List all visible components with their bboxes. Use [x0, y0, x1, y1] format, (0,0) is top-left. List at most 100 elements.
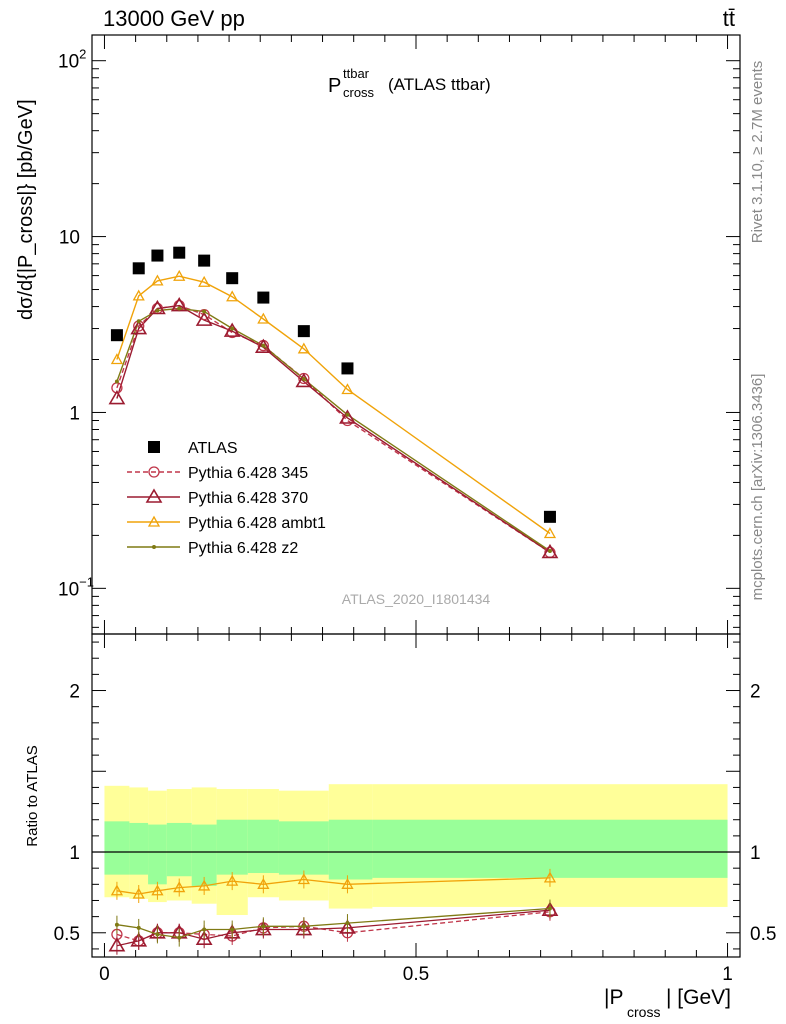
marker-atlas [257, 291, 270, 304]
marker-pythia-6-428-z2 [230, 326, 235, 331]
ratio-marker-pythia-6-428-ambt1 [543, 871, 557, 883]
x-tick-label: 1 [722, 964, 733, 985]
uncertainty-band-stat [278, 821, 329, 875]
x-tick-label: 0 [99, 964, 110, 985]
y-axis-label: dσ/d{|P_cross|} [pb/GeV] [15, 99, 37, 320]
y-tick-label: 10−1 [58, 574, 94, 600]
marker-atlas [543, 510, 556, 523]
marker-pythia-6-428-370 [170, 297, 188, 312]
ratio-marker-pythia-6-428-ambt1 [198, 879, 211, 891]
ratio-y-tick-label-left: 2 [69, 682, 80, 703]
header-energy-label: 13000 GeV pp [103, 6, 245, 31]
marker-pythia-6-428-ambt1 [173, 269, 186, 281]
marker-pythia-6-428-ambt1 [132, 289, 145, 301]
ratio-marker-pythia-6-428-370 [339, 919, 356, 934]
line-pythia-6-428-ambt1 [116, 275, 551, 535]
ratio-marker-pythia-6-428-z2 [202, 927, 207, 932]
chart-title-subscript: cross [343, 85, 375, 100]
legend-pythia-6-428-345-label: Pythia 6.428 345 [188, 465, 308, 482]
marker-pythia-6-428-370 [541, 543, 559, 559]
ratio-marker-pythia-6-428-ambt1 [173, 881, 186, 893]
legend-atlas-label: ATLAS [188, 440, 238, 457]
y-tick-label: 1 [69, 403, 80, 424]
line-pythia-6-428-z2 [116, 307, 551, 552]
marker-pythia-6-428-z2 [155, 308, 160, 313]
ratio-marker-pythia-6-428-z2 [114, 922, 119, 927]
ratio-line-pythia-6-428-z2 [116, 907, 551, 939]
ratio-marker-pythia-6-428-z2 [261, 924, 266, 929]
ratio-marker-pythia-6-428-z2 [547, 906, 552, 911]
marker-atlas [110, 329, 123, 342]
ratio-marker-pythia-6-428-ambt1 [341, 877, 354, 889]
y-tick-label: 102 [58, 47, 86, 73]
ratio-marker-pythia-6-428-ambt1 [132, 887, 145, 899]
ratio-marker-pythia-6-428-370 [130, 932, 148, 947]
marker-atlas [198, 254, 211, 267]
uncertainty-band-stat [148, 824, 167, 885]
line-pythia-6-428-345 [116, 304, 551, 553]
ratio-y-tick-label-right: 2 [750, 682, 761, 703]
legend-pythia-6-428-370-label: Pythia 6.428 370 [188, 490, 308, 507]
ratio-line-pythia-6-428-370 [116, 909, 551, 947]
marker-atlas [341, 362, 354, 375]
ratio-y-tick-label-left: 1 [69, 843, 80, 864]
legend-pythia-6-428-z2-label: Pythia 6.428 z2 [188, 540, 298, 557]
marker-atlas [151, 249, 164, 262]
ratio-y-axis-label: Ratio to ATLAS [24, 745, 41, 846]
ratio-marker-pythia-6-428-ambt1 [297, 873, 310, 885]
x-axis-label-subscript: cross [627, 1004, 660, 1020]
marker-pythia-6-428-370 [339, 409, 356, 424]
marker-pythia-6-428-370 [223, 322, 241, 337]
ratio-y-tick-label-left: 0.5 [54, 924, 80, 945]
marker-pythia-6-428-ambt1 [543, 527, 557, 539]
marker-pythia-6-428-z2 [261, 343, 266, 348]
legend-pythia-6-428-345-swatch [148, 466, 160, 478]
ratio-marker-pythia-6-428-z2 [155, 932, 160, 937]
ratio-marker-pythia-6-428-ambt1 [110, 884, 124, 896]
marker-atlas [173, 246, 186, 259]
marker-pythia-6-428-ambt1 [198, 275, 211, 287]
ratio-marker-pythia-6-428-370 [108, 937, 126, 952]
line-pythia-6-428-370 [116, 304, 551, 553]
marker-pythia-6-428-370 [130, 319, 148, 335]
marker-pythia-6-428-370 [195, 311, 213, 326]
ratio-marker-pythia-6-428-z2 [136, 925, 141, 930]
ratio-line-pythia-6-428-ambt1 [116, 877, 551, 895]
uncertainty-band-stat [216, 819, 248, 875]
legend-pythia-6-428-ambt1-swatch [147, 515, 161, 527]
legend-atlas-swatch [148, 441, 160, 453]
marker-atlas [132, 262, 145, 275]
marker-pythia-6-428-z2 [177, 306, 182, 311]
x-tick-label: 0.5 [403, 964, 429, 985]
x-axis-label: |P [604, 986, 623, 1009]
marker-pythia-6-428-370 [295, 372, 313, 388]
marker-pythia-6-428-ambt1 [257, 312, 270, 324]
marker-pythia-6-428-370 [254, 338, 272, 353]
chart-title: P [328, 75, 341, 97]
uncertainty-band-stat [328, 819, 373, 880]
marker-pythia-6-428-z2 [301, 376, 306, 381]
uncertainty-band-stat [191, 824, 217, 886]
uncertainty-band-stat [104, 821, 130, 875]
marker-pythia-6-428-z2 [547, 549, 552, 554]
marker-pythia-6-428-ambt1 [110, 353, 124, 365]
chart-title-superscript: ttbar [343, 66, 370, 81]
marker-pythia-6-428-z2 [345, 412, 350, 417]
ratio-marker-pythia-6-428-ambt1 [257, 877, 270, 889]
uncertainty-band-stat [372, 819, 728, 878]
ratio-marker-pythia-6-428-z2 [301, 924, 306, 929]
ratio-marker-pythia-6-428-z2 [345, 921, 350, 926]
marker-pythia-6-428-ambt1 [151, 274, 164, 286]
marker-pythia-6-428-z2 [114, 379, 119, 384]
y-tick-label: 10 [59, 228, 80, 249]
marker-pythia-6-428-ambt1 [297, 342, 310, 354]
analysis-watermark: ATLAS_2020_I1801434 [342, 591, 491, 607]
marker-atlas [297, 325, 310, 338]
legend-pythia-6-428-z2-swatch [152, 545, 156, 549]
marker-pythia-6-428-ambt1 [341, 383, 354, 395]
header-process-label: tt̄ [723, 6, 735, 31]
ratio-marker-pythia-6-428-ambt1 [151, 884, 164, 896]
